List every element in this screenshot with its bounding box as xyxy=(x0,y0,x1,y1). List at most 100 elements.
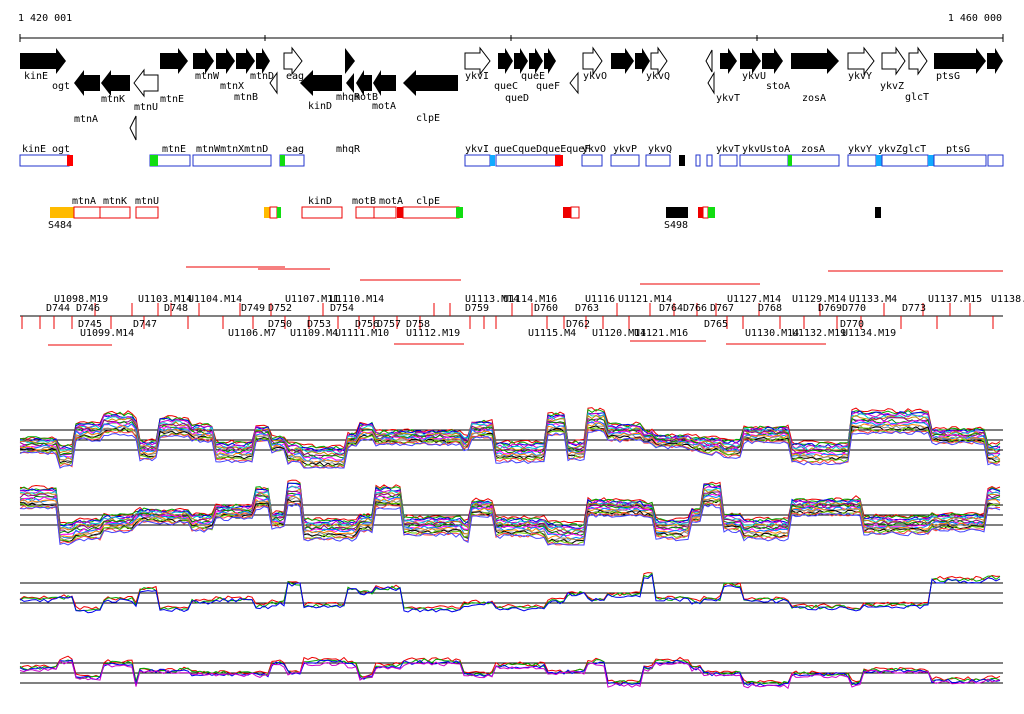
start-coordinate: 1 420 001 xyxy=(18,13,73,24)
gene-track xyxy=(20,46,1003,141)
genes_top-label: ykvI xyxy=(465,71,489,82)
genes_mid-label: mtnX xyxy=(220,81,244,92)
genes_mid-label: mhqR xyxy=(336,92,361,103)
annot_labels-label: mtnWmtnXmtnD xyxy=(196,144,268,155)
probes_below-label: U1134.M19 xyxy=(842,328,896,339)
probes_above-label: U1098.M19 xyxy=(54,294,108,305)
probes_upper-label: D770 xyxy=(842,303,866,314)
genes_low-label: motB xyxy=(354,92,378,103)
annot_labels-label: eag xyxy=(286,144,304,155)
genes_mid-label: mtnK xyxy=(101,94,125,105)
probes_upper-label: D744 xyxy=(46,303,70,314)
probes_below-label: U1132.M19 xyxy=(792,328,846,339)
probes_below-label: U1109.M4 xyxy=(290,328,338,339)
genes_top-label: eag xyxy=(286,71,304,82)
probes_upper-label: D754 xyxy=(330,303,354,314)
genes_low-label: clpE xyxy=(416,113,440,124)
annot_labels-label: queCqueDqueEqueF xyxy=(494,144,590,155)
genes_top-label: ykvQ xyxy=(646,71,670,82)
annot_labels-label: ogt xyxy=(52,144,70,155)
probes_below-label: U1112.M19 xyxy=(406,328,460,339)
probes_above-label: U1137.M15 xyxy=(928,294,982,305)
reg_labels-label: mtnA xyxy=(72,196,96,207)
annot_labels-label: ptsG xyxy=(946,144,970,155)
probes_above-label: U1110.M14 xyxy=(330,294,384,305)
probes_lower-label: D762 xyxy=(566,319,590,330)
genes_low-label: mtnB xyxy=(234,92,258,103)
genes_mid-label: kinD xyxy=(308,101,332,112)
genes_mid-label: stoA xyxy=(766,81,790,92)
annot_labels-label: ykvP xyxy=(613,144,637,155)
genes_mid-label: queF xyxy=(536,81,560,92)
probes_upper-label: D773 xyxy=(902,303,926,314)
genes_mid-label: glcT xyxy=(905,92,929,103)
genes_low-label: mtnA xyxy=(74,114,98,125)
genes_mid-label: ogt xyxy=(52,81,70,92)
annot_labels-label: mhqR xyxy=(336,144,361,155)
genes_low-label: motA xyxy=(372,101,396,112)
probes_below-label: U1111.M10 xyxy=(335,328,389,339)
genes_top-label: ptsG xyxy=(936,71,960,82)
annotation-track xyxy=(19,154,1004,167)
probes_upper-label: D749 xyxy=(241,303,265,314)
probes_lower-label: D765 xyxy=(704,319,728,330)
probes_lower-label: D758 xyxy=(406,319,430,330)
probes_below-label: U1120.M14 xyxy=(592,328,646,339)
probes_lower-label: D745 xyxy=(78,319,102,330)
probes_below-label: U1099.M14 xyxy=(80,328,134,339)
genes_low-label: zosA xyxy=(802,93,826,104)
genes_top-label: mtnD xyxy=(250,71,274,82)
probes_below-label: U1115.M4 xyxy=(528,328,576,339)
probe-track xyxy=(20,266,1003,346)
probes_lower-label: D756 xyxy=(355,319,379,330)
probes_above-label: U1113.M14 xyxy=(465,294,519,305)
regulon-track xyxy=(50,206,881,219)
annot_labels-label: ykvUstoA xyxy=(742,144,790,155)
probes_upper-label: D760 xyxy=(534,303,558,314)
genes_top-label: ykvY xyxy=(848,71,872,82)
genes_mid-label: ykvZ xyxy=(880,81,904,92)
coordinate-ruler xyxy=(19,34,1004,42)
probes_lower-label: D753 xyxy=(307,319,331,330)
probes_above-label: U1133.M4 xyxy=(849,294,897,305)
probes_above-label: U1127.M14 xyxy=(727,294,781,305)
probes_upper-label: D748 xyxy=(164,303,188,314)
reg_labels-label: mtnK xyxy=(103,196,127,207)
reg_labels-label: clpE xyxy=(416,196,440,207)
probes_below-label: U1130.M14 xyxy=(745,328,799,339)
probes_upper-label: D767 xyxy=(710,303,734,314)
reg_labels-label: mtnU xyxy=(135,196,159,207)
probes_above-label: U1129.M14 xyxy=(792,294,846,305)
annot_labels-label: ykvQ xyxy=(648,144,672,155)
annot_labels-label: ykvY xyxy=(848,144,872,155)
probes_upper-label: D763 xyxy=(575,303,599,314)
annot_labels-label: ykvO xyxy=(582,144,606,155)
genes_low-label: queD xyxy=(505,93,529,104)
genes_top-label: mtnW xyxy=(195,71,220,82)
probes_below-label: U1121.M16 xyxy=(634,328,688,339)
probes_above-label: U1116 xyxy=(585,294,615,305)
probes_upper-label: D769 xyxy=(818,303,842,314)
probes_upper-label: D759 xyxy=(465,303,489,314)
annot_labels-label: ykvT xyxy=(716,144,740,155)
genes_top-label: queE xyxy=(521,71,545,82)
probes_above-label: U1121.M14 xyxy=(618,294,672,305)
annot_labels-label: mtnE xyxy=(162,144,186,155)
probes_upper-label: D766 xyxy=(683,303,707,314)
genes_top-label: ykvO xyxy=(583,71,607,82)
reg_labels-label: kinD xyxy=(308,196,332,207)
genes_top-label: ykvU xyxy=(742,71,766,82)
end-coordinate: 1 460 000 xyxy=(947,13,1002,24)
probes_lower-label: D747 xyxy=(133,319,157,330)
probes_above-label: U1103.M14 xyxy=(138,294,192,305)
reg_sites-label: S484 xyxy=(48,220,72,231)
reg_sites-label: S498 xyxy=(664,220,688,231)
probes_lower-label: D750 xyxy=(268,319,292,330)
expression-profiles xyxy=(19,407,1003,690)
reg_labels-label: motA xyxy=(379,196,403,207)
probes_upper-label: D764 xyxy=(659,303,683,314)
genes_top-label: kinE xyxy=(24,71,48,82)
annot_labels-label: ykvI xyxy=(465,144,489,155)
genes_mid-label: mtnE xyxy=(160,94,184,105)
